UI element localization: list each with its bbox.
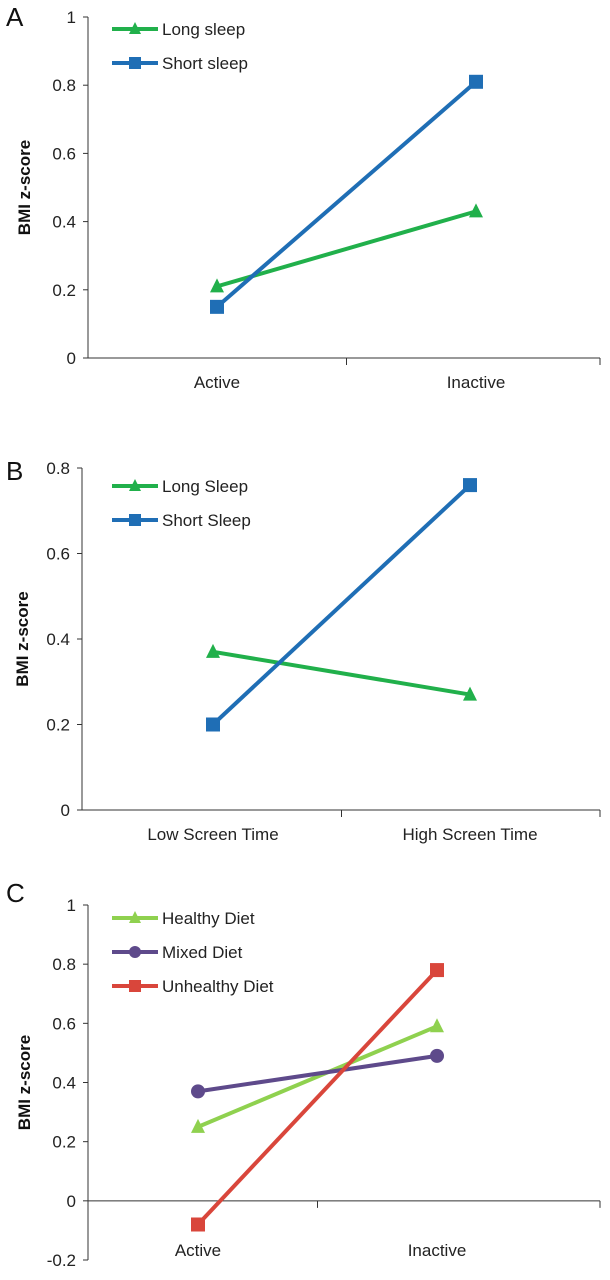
series-unhealthy-diet (191, 963, 444, 1232)
legend-label: Mixed Diet (162, 943, 243, 962)
series-healthy-diet (191, 1018, 444, 1133)
legend-item: Long sleep (112, 20, 245, 39)
series-mixed-diet (191, 1048, 444, 1099)
data-point (191, 1118, 205, 1133)
legend-marker (129, 911, 141, 923)
data-point (210, 278, 224, 293)
chart-a: A BMI z-score 0 0.2 0.4 0.6 0.8 1 Active Inactive… (6, 2, 601, 392)
y-tick-label: 0.2 (52, 281, 76, 300)
x-category-label: Active (194, 373, 240, 392)
legend-item: Long Sleep (112, 477, 248, 496)
legend-marker (129, 514, 141, 526)
data-point (463, 478, 477, 493)
series-line (212, 649, 471, 697)
y-axis-title: BMI z-score (13, 591, 32, 686)
legend-label: Healthy Diet (162, 909, 255, 928)
y-tick-label: 0.6 (46, 545, 70, 564)
x-category-label: Low Screen Time (147, 825, 278, 844)
y-tick-label: 0 (67, 349, 76, 368)
legend-label: Short sleep (162, 54, 248, 73)
x-category-label: High Screen Time (402, 825, 537, 844)
legend-label: Short Sleep (162, 511, 251, 530)
chart-panel-c: C BMI z-score -0.2 0 0.2 0.4 0.6 0.8 1 Active Inac… (0, 870, 610, 1280)
series-long-sleep (206, 643, 477, 701)
data-point (463, 686, 477, 701)
y-tick-label: 0.8 (46, 459, 70, 478)
series-line (197, 1024, 438, 1129)
data-point (469, 203, 483, 218)
chart-panel-a: A BMI z-score 0 0.2 0.4 0.6 0.8 1 Active Inactive… (0, 0, 610, 410)
chart-panel-b: B BMI z-score 0 0.2 0.4 0.6 0.8 Low Screen Time… (0, 450, 610, 870)
x-category-label: Active (175, 1241, 221, 1260)
series-short-sleep (210, 74, 483, 314)
data-point (469, 74, 483, 89)
legend-item: Short sleep (112, 54, 248, 73)
y-tick-label: 1 (67, 896, 76, 915)
data-point (191, 1084, 205, 1099)
series-line (215, 80, 478, 309)
y-axis-title: BMI z-score (15, 1035, 34, 1130)
panel-letter: C (6, 878, 25, 908)
y-tick-label: 0.4 (46, 630, 70, 649)
series-line (196, 968, 439, 1226)
y-tick-label: 0.8 (52, 76, 76, 95)
y-tick-label: 1 (67, 8, 76, 27)
legend-label: Unhealthy Diet (162, 977, 274, 996)
legend-item: Short Sleep (112, 511, 251, 530)
panel-letter: B (6, 456, 23, 486)
y-tick-label: 0 (61, 801, 70, 820)
data-point (430, 1048, 444, 1063)
data-point (206, 643, 220, 658)
legend-marker (129, 22, 141, 34)
y-tick-label: 0.6 (52, 1014, 76, 1033)
legend-marker (129, 479, 141, 491)
series-line (211, 483, 472, 726)
chart-c: C BMI z-score -0.2 0 0.2 0.4 0.6 0.8 1 Active Inac… (6, 878, 601, 1270)
y-tick-label: 0 (67, 1192, 76, 1211)
series-short-sleep (206, 478, 477, 732)
chart-b: B BMI z-score 0 0.2 0.4 0.6 0.8 Low Screen Time… (6, 456, 601, 844)
legend-marker (129, 57, 141, 69)
y-axis-title: BMI z-score (15, 140, 34, 235)
legend-item: Unhealthy Diet (112, 977, 274, 996)
data-point (191, 1217, 205, 1232)
series-line (216, 209, 477, 289)
x-category-label: Inactive (408, 1241, 467, 1260)
x-category-label: Inactive (447, 373, 506, 392)
series-long-sleep (210, 203, 483, 293)
y-tick-label: -0.2 (47, 1251, 76, 1270)
y-tick-label: 0.2 (52, 1133, 76, 1152)
y-tick-label: 0.8 (52, 955, 76, 974)
legend-label: Long Sleep (162, 477, 248, 496)
legend-item: Healthy Diet (112, 909, 255, 928)
y-tick-label: 0.6 (52, 144, 76, 163)
data-point (430, 1018, 444, 1033)
data-point (210, 299, 224, 314)
data-point (206, 717, 220, 732)
legend-marker (129, 946, 141, 958)
y-tick-label: 0.4 (52, 213, 76, 232)
data-point (430, 963, 444, 978)
legend-marker (129, 980, 141, 992)
y-tick-label: 0.2 (46, 716, 70, 735)
legend-item: Mixed Diet (112, 943, 243, 962)
series-line (197, 1053, 438, 1094)
legend-label: Long sleep (162, 20, 245, 39)
panel-letter: A (6, 2, 24, 32)
y-tick-label: 0.4 (52, 1074, 76, 1093)
